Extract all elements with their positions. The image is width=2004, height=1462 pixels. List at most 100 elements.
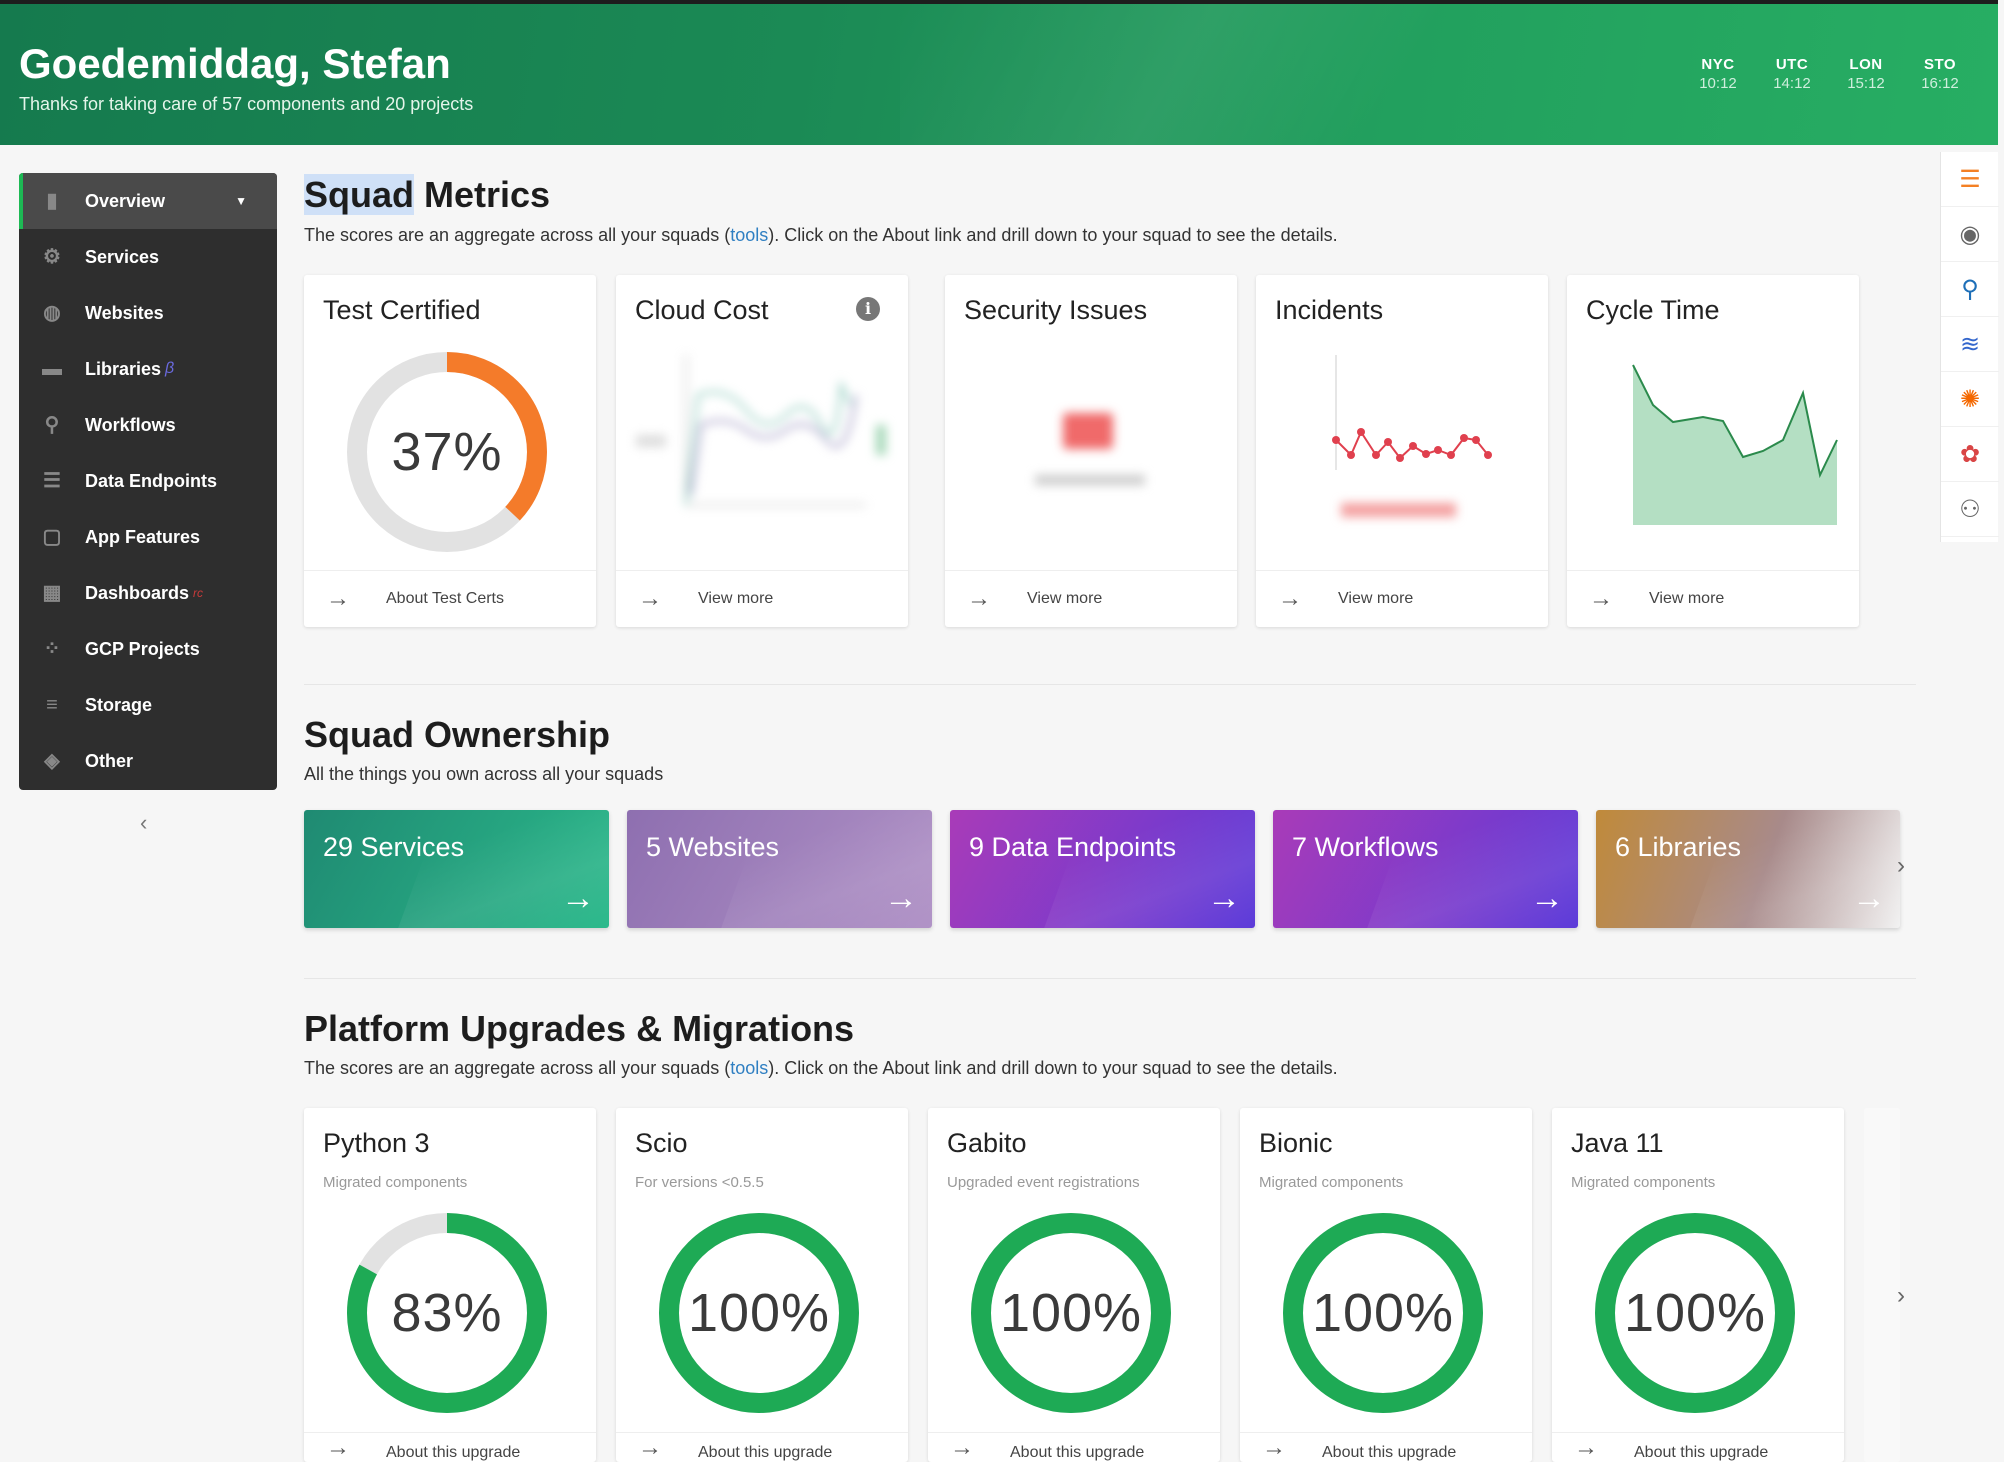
sidebar-item-label: Overview	[85, 190, 166, 211]
platform-upgrades-title: Platform Upgrades & Migrations	[304, 1008, 855, 1049]
info-icon[interactable]: i	[856, 297, 880, 321]
donut-value: 100%	[1311, 1283, 1455, 1343]
spotify-icon[interactable]: ◉	[1941, 207, 1999, 262]
app-features-icon: ▢	[42, 526, 62, 548]
color-wheel-icon[interactable]: ✿	[1941, 427, 1999, 482]
upgrade-card-python3: Python 3 Migrated components 83% → About…	[304, 1108, 596, 1462]
clock-nyc: NYC 10:12	[1699, 56, 1737, 92]
card-footer-link[interactable]: → View more	[1256, 570, 1548, 627]
arrow-right-icon: →	[1589, 585, 1613, 612]
globe-icon: ◍	[43, 302, 61, 324]
card-footer-link[interactable]: → View more	[616, 570, 908, 627]
stack-overflow-icon[interactable]: ☰	[1941, 152, 1999, 207]
chevron-right-icon[interactable]: ›	[1897, 1282, 1905, 1309]
sidebar-item-overview[interactable]: ▮ Overview ▼	[19, 173, 277, 229]
metric-card-incidents: Incidents → View more	[1256, 275, 1548, 627]
sidebar-nav: ▮ Overview ▼ ⚙ Services ◍ Websites ▬ Lib…	[19, 173, 277, 790]
arrow-right-icon: →	[884, 879, 918, 917]
sidebar-item-label: Data Endpoints	[85, 470, 218, 491]
beta-badge: β	[165, 360, 175, 377]
donut-value: 100%	[1623, 1283, 1767, 1343]
library-icon: ▬	[42, 358, 62, 380]
test-certified-donut: 37%	[342, 347, 552, 557]
sidebar-item-label: Workflows	[85, 414, 176, 435]
incidents-chart	[1332, 355, 1492, 470]
section-divider	[304, 978, 1916, 979]
card-footer-link[interactable]: → About this upgrade	[1240, 1432, 1532, 1462]
card-footer-link[interactable]: → About Test Certs	[304, 570, 596, 627]
ownership-tile-libraries[interactable]: 6 Libraries →	[1596, 810, 1900, 928]
card-footer-link[interactable]: → About this upgrade	[616, 1432, 908, 1462]
sidebar-item-label: Websites	[85, 302, 164, 323]
card-title: Cloud Cost	[635, 295, 769, 325]
grafana-icon[interactable]: ✺	[1941, 372, 1999, 427]
upgrade-card-partial	[1864, 1108, 1900, 1462]
arrow-right-icon: →	[1207, 879, 1241, 917]
metric-card-test-certified: Test Certified 37% → About Test Certs	[304, 275, 596, 627]
sidebar-item-services[interactable]: ⚙ Services	[19, 229, 277, 285]
tools-link[interactable]: tools	[730, 225, 769, 245]
card-footer-link[interactable]: → About this upgrade	[1552, 1432, 1844, 1462]
card-title: Scio	[635, 1128, 688, 1158]
world-clocks: NYC 10:12 UTC 14:12 LON 15:12 STO 16:12	[1698, 56, 1960, 92]
sidebar-item-websites[interactable]: ◍ Websites	[19, 285, 277, 341]
card-title: Java 11	[1571, 1128, 1664, 1158]
services-icon: ⚙	[43, 246, 61, 268]
collapse-sidebar-button[interactable]: ‹	[140, 810, 148, 835]
sidebar-item-app-features[interactable]: ▢ App Features	[19, 509, 277, 565]
card-footer-link[interactable]: → View more	[1567, 570, 1859, 627]
sidebar-item-dashboards[interactable]: ▦ Dashboards rc	[19, 565, 277, 621]
header-banner: Goedemiddag, Stefan Thanks for taking ca…	[0, 0, 1998, 145]
arrow-right-icon: →	[950, 1434, 974, 1461]
clock-sto: STO 16:12	[1921, 56, 1959, 92]
security-issues-value	[1063, 413, 1113, 449]
ownership-tile-data-endpoints[interactable]: 9 Data Endpoints →	[950, 810, 1255, 928]
storage-icon: ≡	[46, 694, 58, 716]
ownership-tile-workflows[interactable]: 7 Workflows →	[1273, 810, 1578, 928]
donut-value: 100%	[999, 1283, 1143, 1343]
arrow-right-icon: →	[1278, 585, 1302, 612]
chevron-right-icon[interactable]: ›	[1897, 852, 1905, 879]
card-footer-link[interactable]: → View more	[945, 570, 1237, 627]
card-footer-link[interactable]: → About this upgrade	[304, 1432, 596, 1462]
card-title: Cycle Time	[1586, 295, 1720, 325]
arrow-right-icon: →	[326, 1434, 350, 1461]
search-icon[interactable]: ⚲	[1941, 262, 1999, 317]
tools-link[interactable]: tools	[730, 1058, 769, 1078]
wave-icon[interactable]: ≋	[1941, 317, 1999, 372]
sidebar-item-label: Storage	[85, 694, 153, 715]
java11-donut: 100%	[1590, 1208, 1800, 1418]
people-icon[interactable]: ⚇	[1941, 482, 1999, 537]
upgrade-card-java11: Java 11 Migrated components 100% → About…	[1552, 1108, 1844, 1462]
squad-metrics-description: The scores are an aggregate across all y…	[304, 225, 1338, 245]
card-title: Test Certified	[323, 295, 481, 325]
bionic-donut: 100%	[1278, 1208, 1488, 1418]
incidents-caption	[1341, 503, 1456, 517]
donut-value: 83%	[391, 1283, 503, 1343]
dashboard-icon: ▦	[42, 582, 62, 604]
sidebar-item-storage[interactable]: ≡ Storage	[19, 677, 277, 733]
ownership-tile-websites[interactable]: 5 Websites →	[627, 810, 932, 928]
sidebar-item-workflows[interactable]: ⚲ Workflows	[19, 397, 277, 453]
sidebar-item-libraries[interactable]: ▬ Libraries β	[19, 341, 277, 397]
sidebar-item-gcp-projects[interactable]: ⁘ GCP Projects	[19, 621, 277, 677]
section-divider	[304, 684, 1916, 685]
sidebar-item-data-endpoints[interactable]: ☰ Data Endpoints	[19, 453, 277, 509]
python3-donut: 83%	[342, 1208, 552, 1418]
data-endpoints-icon: ☰	[43, 470, 61, 492]
card-title: Bionic	[1259, 1128, 1333, 1158]
squad-ownership-title: Squad Ownership	[304, 714, 611, 755]
card-subtitle: Migrated components	[1571, 1174, 1716, 1191]
ownership-tile-services[interactable]: 29 Services →	[304, 810, 609, 928]
clock-utc: UTC 14:12	[1773, 56, 1811, 92]
chevron-down-icon[interactable]: ▼	[235, 194, 247, 208]
card-subtitle: Migrated components	[1259, 1174, 1404, 1191]
squad-ownership-subtitle: All the things you own across all your s…	[304, 764, 664, 784]
card-footer-link[interactable]: → About this upgrade	[928, 1432, 1220, 1462]
card-title: Python 3	[323, 1128, 430, 1158]
sidebar-item-other[interactable]: ◈ Other	[19, 733, 277, 789]
card-subtitle: Migrated components	[323, 1174, 468, 1191]
sidebar-item-label: App Features	[85, 526, 201, 547]
squad-metrics-title: Squad Metrics	[304, 174, 551, 215]
upgrade-card-bionic: Bionic Migrated components 100% → About …	[1240, 1108, 1532, 1462]
